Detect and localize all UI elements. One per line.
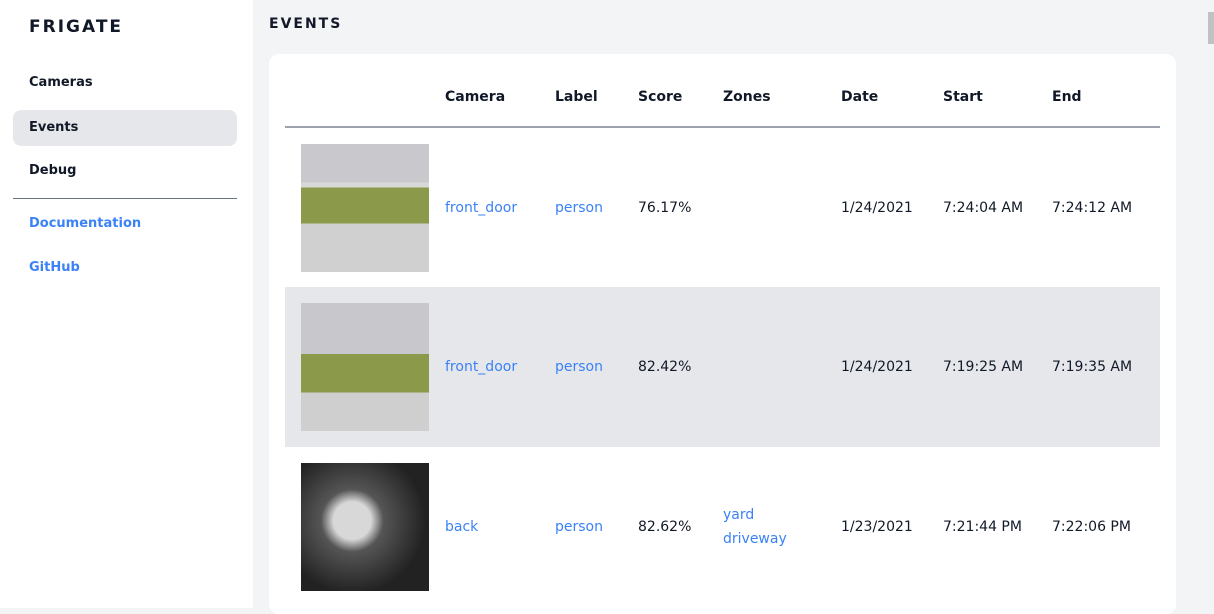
date: 1/24/2021 (841, 199, 913, 216)
event-thumbnail[interactable] (301, 143, 429, 272)
sidebar-item-events[interactable]: Events (13, 110, 237, 146)
table-row[interactable]: front_door person 76.17% 1/24/2021 7:24:… (285, 127, 1160, 287)
label-link[interactable]: person (555, 359, 603, 375)
sidebar: FRIGATE Cameras Events Debug Documentati… (0, 0, 253, 608)
table-row[interactable]: front_door person 82.42% 1/24/2021 7:19:… (285, 287, 1160, 447)
header-date: Date (841, 54, 943, 128)
event-thumbnail[interactable] (301, 303, 429, 431)
page-title: EVENTS (269, 16, 343, 32)
event-thumbnail[interactable] (301, 463, 429, 591)
end-time: 7:19:35 AM (1052, 287, 1160, 447)
score: 82.62% (638, 519, 692, 535)
label-link[interactable]: person (555, 199, 603, 216)
header-label: Label (555, 54, 638, 128)
zones: yard driveway (723, 447, 841, 607)
zone-link[interactable]: driveway (723, 531, 787, 547)
brand-logo: FRIGATE (29, 17, 124, 37)
start-time: 7:19:25 AM (943, 287, 1052, 447)
zone-link[interactable]: yard (723, 507, 755, 523)
events-table: Camera Label Score Zones Date Start End … (285, 54, 1160, 607)
start-time: 7:21:44 PM (943, 519, 1022, 535)
events-card: Camera Label Score Zones Date Start End … (269, 54, 1176, 614)
header-camera: Camera (445, 54, 555, 128)
camera-link[interactable]: front_door (445, 359, 518, 375)
label-link[interactable]: person (555, 519, 603, 535)
camera-link[interactable]: front_door (445, 199, 518, 216)
documentation-link[interactable]: Documentation (29, 216, 142, 231)
start-time: 7:24:04 AM (943, 199, 1024, 216)
sidebar-divider (13, 198, 237, 199)
github-link[interactable]: GitHub (29, 260, 80, 275)
end-time: 7:24:12 AM (1052, 199, 1133, 216)
scrollbar[interactable] (1206, 0, 1214, 608)
header-end: End (1052, 54, 1160, 128)
score: 76.17% (638, 199, 692, 216)
sidebar-item-debug[interactable]: Debug (29, 163, 77, 178)
date: 1/24/2021 (841, 287, 943, 447)
zones (723, 127, 841, 287)
header-start: Start (943, 54, 1052, 128)
sidebar-item-cameras[interactable]: Cameras (29, 75, 93, 90)
header-thumbnail (285, 54, 445, 128)
table-row[interactable]: back person 82.62% yard driveway 1/23/20… (285, 447, 1160, 607)
header-zones: Zones (723, 54, 841, 128)
table-header: Camera Label Score Zones Date Start End (285, 54, 1160, 128)
score: 82.42% (638, 287, 723, 447)
date: 1/23/2021 (841, 519, 913, 535)
scrollbar-thumb[interactable] (1208, 12, 1214, 44)
end-time: 7:22:06 PM (1052, 519, 1131, 535)
camera-link[interactable]: back (445, 519, 479, 535)
header-score: Score (638, 54, 723, 128)
zones (723, 287, 841, 447)
